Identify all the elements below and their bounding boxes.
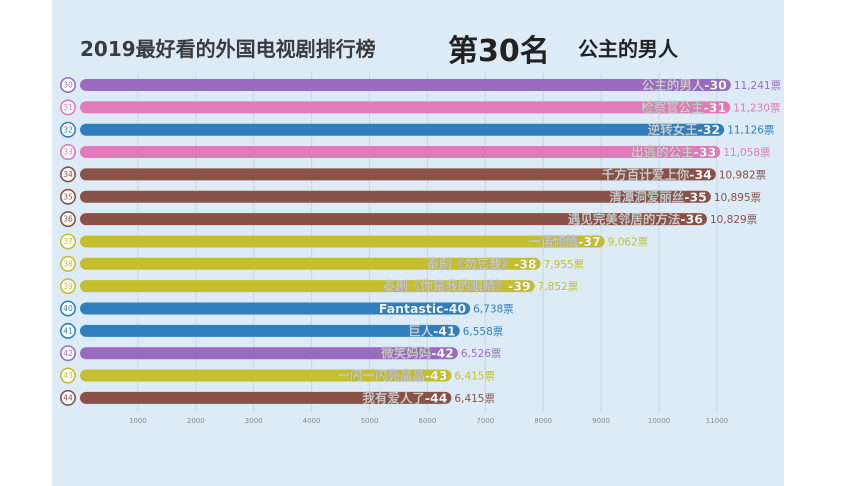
rank-badge bbox=[59, 99, 76, 116]
rank-badge bbox=[59, 389, 76, 406]
bar-label: 巨人-41 bbox=[408, 323, 456, 338]
x-tick-label: 9000 bbox=[592, 417, 610, 425]
bar-label: 千方百计爱上你-34 bbox=[602, 167, 712, 182]
x-tick-label: 3000 bbox=[245, 417, 263, 425]
value-label: 11,058票 bbox=[723, 147, 770, 159]
value-label: 11,241票 bbox=[734, 80, 781, 92]
bar-label: 泰剧《勿忘我》-38 bbox=[426, 256, 537, 271]
rank-badge bbox=[59, 144, 76, 161]
rank-badge bbox=[59, 278, 76, 295]
bar-label: 公主的男人-30 bbox=[642, 78, 727, 93]
rank-number: 42 bbox=[63, 349, 73, 358]
rank-badge bbox=[59, 211, 76, 228]
rank-badge bbox=[59, 233, 76, 250]
current-show-name: 公主的男人 bbox=[578, 37, 678, 61]
rank-number: 41 bbox=[63, 326, 73, 335]
bar-label: 逆转女王-32 bbox=[648, 122, 721, 137]
bar bbox=[80, 235, 605, 248]
rank-badge bbox=[59, 300, 76, 317]
bar-label: 一诺倾情-37 bbox=[528, 234, 601, 249]
bar bbox=[80, 302, 471, 315]
rank-number: 36 bbox=[63, 215, 73, 224]
x-tick-label: 10000 bbox=[648, 417, 670, 425]
chart-title: 2019最好看的外国电视剧排行榜 bbox=[80, 37, 376, 61]
bar bbox=[80, 101, 731, 114]
bar bbox=[80, 369, 452, 382]
bar bbox=[80, 123, 725, 136]
x-tick-label: 6000 bbox=[418, 417, 436, 425]
rank-number: 40 bbox=[63, 304, 73, 313]
rank-badge bbox=[59, 345, 76, 362]
value-label: 10,829票 bbox=[710, 214, 757, 226]
rank-number: 30 bbox=[63, 81, 73, 90]
current-rank-label: 第30名 bbox=[448, 34, 550, 69]
value-label: 9,062票 bbox=[608, 236, 649, 248]
rank-number: 39 bbox=[63, 282, 73, 291]
x-tick-label: 8000 bbox=[534, 417, 552, 425]
bar-label: 清潭洞爱丽丝-35 bbox=[609, 189, 707, 204]
x-tick-label: 7000 bbox=[476, 417, 494, 425]
x-tick-label: 11000 bbox=[706, 417, 728, 425]
value-label: 11,230票 bbox=[733, 102, 780, 114]
rank-number: 33 bbox=[63, 148, 73, 157]
value-label: 6,415票 bbox=[454, 371, 495, 383]
bar bbox=[80, 79, 731, 91]
bar-label: 泰剧《你是我的眼睛》-39 bbox=[382, 279, 531, 294]
rank-number: 38 bbox=[63, 259, 73, 268]
x-tick-label: 1000 bbox=[129, 417, 147, 425]
bar bbox=[80, 391, 452, 404]
bar-label: Fantastic-40 bbox=[379, 301, 467, 316]
value-label: 6,558票 bbox=[463, 326, 504, 338]
rank-badge bbox=[59, 367, 76, 384]
bar bbox=[80, 324, 460, 337]
bar-label: 检察官公主-31 bbox=[641, 100, 726, 115]
bar bbox=[80, 213, 707, 226]
x-tick-label: 4000 bbox=[303, 417, 321, 425]
rank-number: 32 bbox=[63, 125, 73, 134]
rank-number: 35 bbox=[63, 192, 73, 201]
rank-badge bbox=[59, 188, 76, 205]
value-label: 7,955票 bbox=[544, 259, 585, 271]
value-label: 7,852票 bbox=[538, 281, 579, 293]
rank-number: 44 bbox=[63, 394, 73, 403]
rank-number: 43 bbox=[63, 371, 73, 380]
rank-badge bbox=[59, 121, 76, 138]
rank-badge bbox=[59, 322, 76, 339]
bar-label: 一闪一闪亮晶晶-43 bbox=[337, 368, 447, 383]
bar-label: 遇见完美邻居的方法-36 bbox=[568, 212, 703, 227]
bar bbox=[80, 168, 716, 181]
x-tick-label: 2000 bbox=[187, 417, 205, 425]
value-label: 6,738票 bbox=[473, 304, 514, 316]
value-label: 10,895票 bbox=[714, 192, 761, 204]
bar bbox=[80, 190, 711, 203]
rank-badge bbox=[59, 77, 76, 94]
rank-badge bbox=[59, 255, 76, 272]
rank-number: 34 bbox=[63, 170, 73, 179]
rank-number: 37 bbox=[63, 237, 73, 246]
bar-label: 我有爱人了-44 bbox=[362, 390, 447, 405]
bar bbox=[80, 280, 535, 293]
bar bbox=[80, 347, 458, 360]
rank-badge bbox=[59, 166, 76, 183]
bar bbox=[80, 257, 541, 270]
value-label: 11,126票 bbox=[727, 125, 774, 137]
bar-label: 出逃的公主-33 bbox=[631, 145, 716, 160]
value-label: 6,526票 bbox=[461, 348, 502, 360]
value-label: 6,415票 bbox=[454, 393, 495, 405]
bar-label: 微笑妈妈-42 bbox=[380, 346, 454, 361]
bar bbox=[80, 146, 721, 159]
rank-number: 31 bbox=[63, 103, 73, 112]
x-tick-label: 5000 bbox=[361, 417, 379, 425]
value-label: 10,982票 bbox=[719, 169, 766, 181]
